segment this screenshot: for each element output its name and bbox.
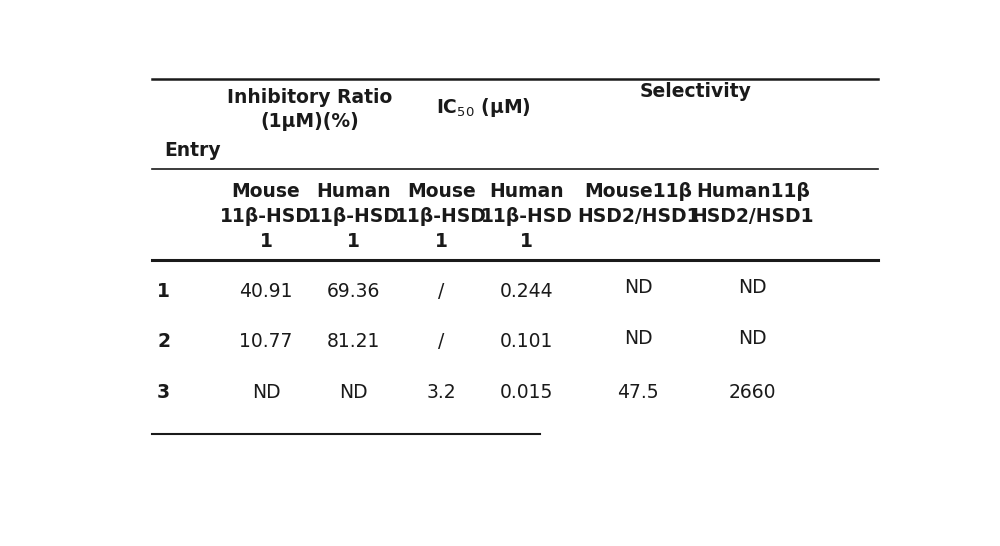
- Text: 1: 1: [260, 233, 272, 251]
- Text: 11β-HSD: 11β-HSD: [220, 207, 312, 226]
- Text: Mouse11β: Mouse11β: [584, 182, 692, 201]
- Text: 3.2: 3.2: [426, 383, 456, 401]
- Text: 11β-HSD: 11β-HSD: [395, 207, 487, 226]
- Text: 11β-HSD: 11β-HSD: [481, 207, 572, 226]
- Text: ND: ND: [624, 329, 652, 348]
- Text: IC$_{50}$ (μM): IC$_{50}$ (μM): [436, 97, 531, 120]
- Text: 47.5: 47.5: [617, 383, 659, 401]
- Text: (1μM)(%): (1μM)(%): [260, 112, 359, 131]
- Text: Human11β: Human11β: [696, 182, 810, 201]
- Text: Human: Human: [489, 182, 564, 201]
- Text: ND: ND: [252, 383, 280, 401]
- Text: 1: 1: [347, 233, 360, 251]
- Text: 0.015: 0.015: [500, 383, 553, 401]
- Text: Mouse: Mouse: [232, 182, 300, 201]
- Text: 10.77: 10.77: [239, 331, 293, 351]
- Text: 1: 1: [435, 233, 448, 251]
- Text: ND: ND: [624, 278, 652, 297]
- Text: ND: ND: [738, 278, 767, 297]
- Text: Inhibitory Ratio: Inhibitory Ratio: [227, 87, 392, 106]
- Text: 3: 3: [157, 383, 170, 401]
- Text: 81.21: 81.21: [327, 331, 380, 351]
- Text: 1: 1: [520, 233, 533, 251]
- Text: 11β-HSD: 11β-HSD: [308, 207, 400, 226]
- Text: /: /: [438, 331, 444, 351]
- Text: HSD2/HSD1: HSD2/HSD1: [692, 207, 814, 226]
- Text: Selectivity: Selectivity: [639, 82, 751, 101]
- Text: 0.244: 0.244: [500, 282, 553, 301]
- Text: 69.36: 69.36: [327, 282, 380, 301]
- Text: Human: Human: [316, 182, 391, 201]
- Text: 40.91: 40.91: [239, 282, 293, 301]
- Text: 2: 2: [157, 331, 170, 351]
- Text: ND: ND: [738, 329, 767, 348]
- Text: Entry: Entry: [164, 141, 220, 161]
- Text: 2660: 2660: [729, 383, 776, 401]
- Text: ND: ND: [339, 383, 368, 401]
- Text: 1: 1: [157, 282, 170, 301]
- Text: 0.101: 0.101: [500, 331, 553, 351]
- Text: Mouse: Mouse: [407, 182, 476, 201]
- Text: HSD2/HSD1: HSD2/HSD1: [577, 207, 699, 226]
- Text: /: /: [438, 282, 444, 301]
